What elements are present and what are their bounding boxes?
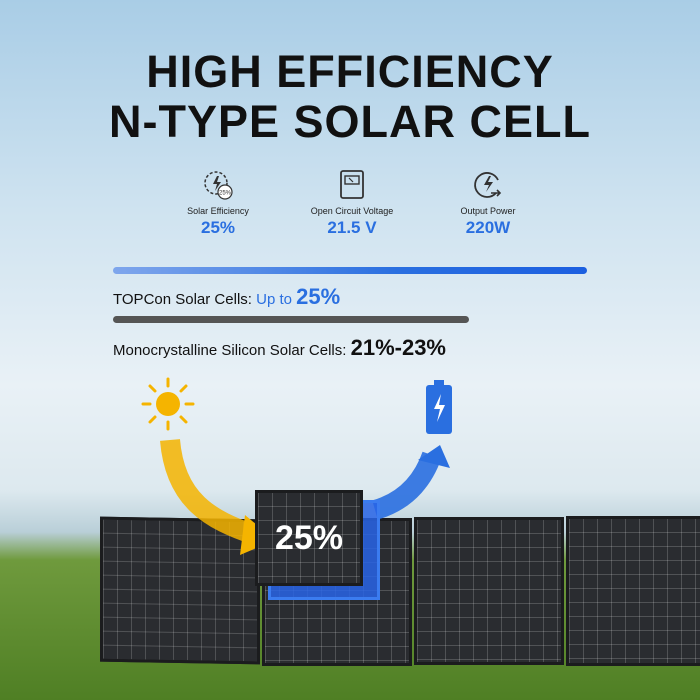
topcon-value: 25% <box>296 284 341 309</box>
battery-charging-icon <box>426 380 452 434</box>
stat-label: Open Circuit Voltage <box>310 206 394 216</box>
cell-efficiency-label: 25% <box>274 518 344 557</box>
voltmeter-icon <box>340 170 364 199</box>
stat-label: Solar Efficiency <box>187 206 249 216</box>
highlighted-solar-cell: 25% <box>255 490 363 586</box>
energy-flow-arrows <box>160 438 450 555</box>
mono-label: Monocrystalline Silicon Solar Cells: 21%… <box>113 335 446 361</box>
stat-label: Output Power <box>460 206 516 216</box>
mono-efficiency-bar <box>113 316 469 323</box>
topcon-efficiency-bar <box>113 267 587 274</box>
mono-value: 21%-23% <box>350 335 446 360</box>
topcon-label: TOPCon Solar Cells: Up to 25% <box>113 284 340 310</box>
mono-name: Monocrystalline Silicon Solar Cells: <box>113 342 351 359</box>
power-arrow <box>371 451 442 520</box>
svg-text:25%: 25% <box>219 191 232 197</box>
solar-panel-3 <box>414 517 564 665</box>
sun-gear-efficiency-icon: 25% <box>204 171 233 200</box>
stat-value: 220W <box>465 218 511 237</box>
stat-solar-efficiency: 25% Solar Efficiency 25% <box>138 168 298 238</box>
stat-open-circuit-voltage: Open Circuit Voltage 21.5 V <box>272 168 432 238</box>
power-arrow-head <box>418 445 450 468</box>
sun-icon <box>141 377 195 431</box>
solar-panel-4 <box>566 516 700 666</box>
topcon-name: TOPCon Solar Cells: <box>113 291 257 308</box>
headline-line-1: HIGH EFFICIENCY <box>146 46 554 97</box>
headline-line-2: N-TYPE SOLAR CELL <box>108 96 591 147</box>
stat-output-power: Output Power 220W <box>408 168 568 238</box>
topcon-prefix: Up to <box>256 291 297 308</box>
stat-value: 25% <box>200 218 236 237</box>
stat-value: 21.5 V <box>327 218 377 237</box>
sun-arrow <box>160 438 259 545</box>
power-output-icon <box>474 172 502 198</box>
